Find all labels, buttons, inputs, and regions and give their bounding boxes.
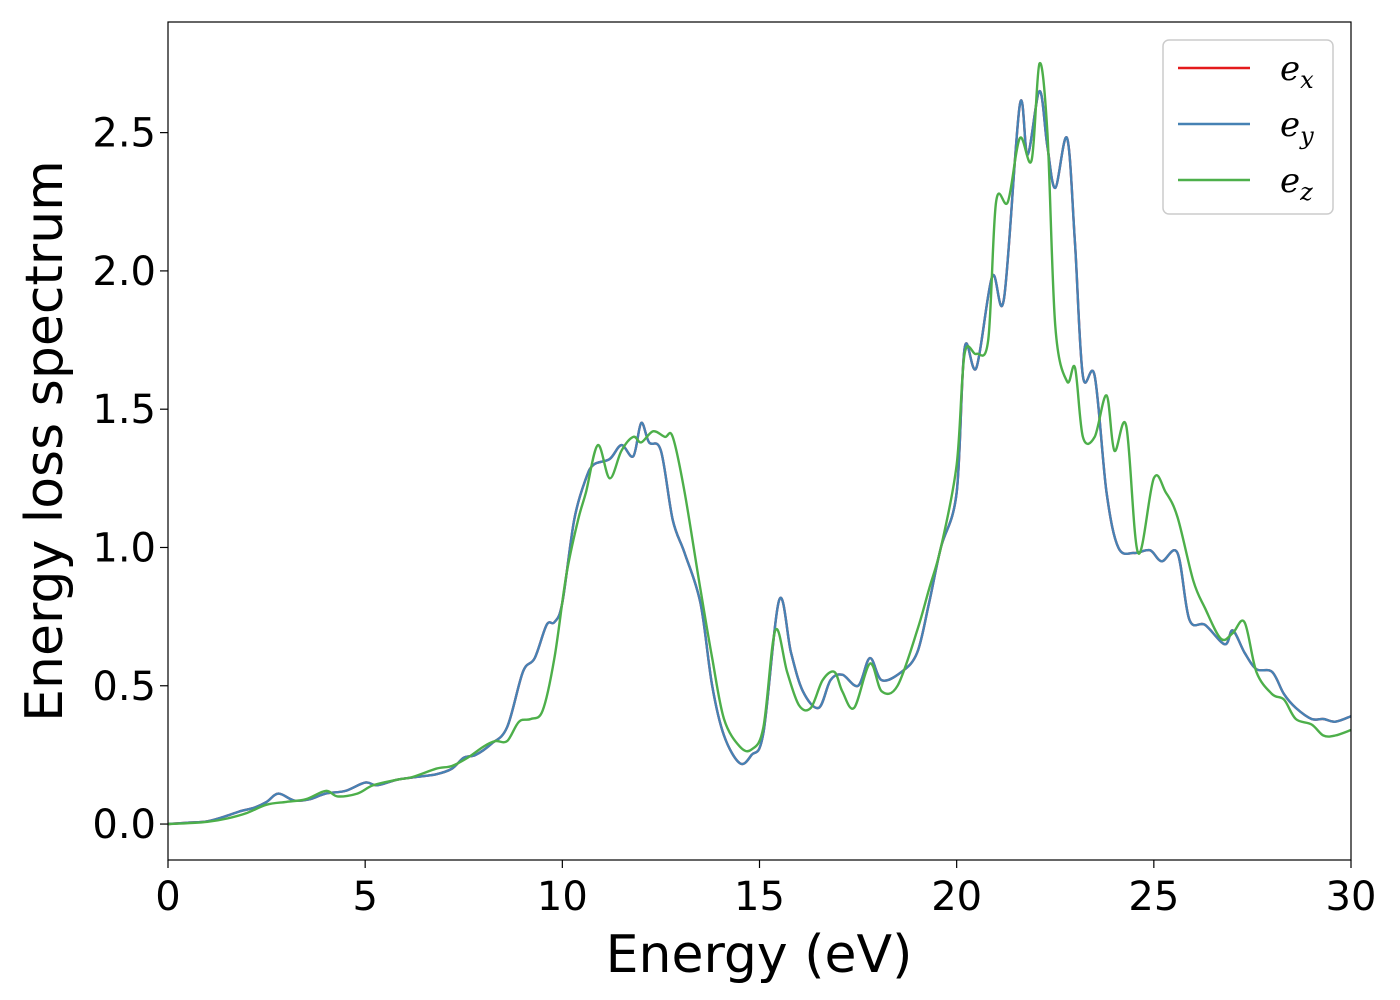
x-tick-label: 30 (1326, 874, 1377, 920)
series-layer (167, 62, 1352, 826)
y-axis: 0.0 0.5 1.0 1.5 2.0 2.5 (92, 111, 168, 848)
y-tick-label: 0.5 (92, 664, 156, 710)
y-tick-label: 0.0 (92, 802, 156, 848)
y-tick-label: 1.5 (92, 387, 156, 433)
y-axis-label: Energy loss spectrum (15, 160, 75, 722)
x-axis-label: Energy (eV) (606, 925, 913, 985)
y-tick-label: 1.0 (92, 525, 156, 571)
x-tick-label: 25 (1128, 874, 1179, 920)
x-axis: 0 5 10 15 20 25 30 (155, 860, 1376, 920)
x-tick-label: 10 (537, 874, 588, 920)
series-line-ez (167, 62, 1352, 826)
y-tick-label: 2.0 (92, 249, 156, 295)
series-line-ey (167, 89, 1352, 826)
x-tick-label: 0 (155, 874, 180, 920)
x-tick-label: 20 (931, 874, 982, 920)
x-tick-label: 5 (352, 874, 377, 920)
legend-box (1162, 39, 1334, 215)
y-tick-label: 2.5 (92, 111, 156, 157)
x-tick-label: 15 (734, 874, 785, 920)
